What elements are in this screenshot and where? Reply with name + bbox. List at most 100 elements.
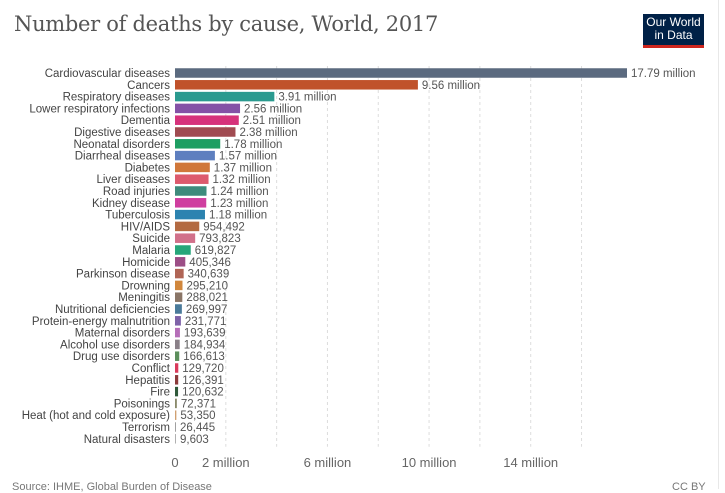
value-label: 1.23 million [210, 198, 268, 210]
bar[interactable] [175, 280, 183, 291]
value-label: 954,492 [203, 221, 245, 233]
value-label: 193,639 [184, 328, 226, 340]
bar[interactable] [175, 410, 177, 420]
value-label: 1.24 million [211, 186, 269, 198]
value-label: 295,210 [187, 280, 229, 292]
category-label: Conflict [132, 363, 171, 375]
category-label: Parkinson disease [76, 269, 170, 281]
bar[interactable] [175, 351, 180, 361]
bar[interactable] [175, 257, 186, 267]
x-tick-label: 10 million [402, 455, 457, 470]
bar[interactable] [175, 245, 191, 255]
category-label: Diabetes [125, 162, 171, 174]
value-label: 72,371 [181, 398, 216, 410]
value-label: 1.78 million [224, 139, 282, 151]
x-tick-label: 14 million [503, 455, 558, 470]
x-tick-label: 6 million [304, 455, 352, 470]
category-label: Cardiovascular diseases [45, 68, 171, 80]
value-label: 53,350 [180, 410, 215, 422]
value-label: 184,934 [184, 339, 226, 351]
chart-title: Number of deaths by cause, World, 2017 [14, 12, 439, 36]
value-label: 269,997 [186, 304, 228, 316]
bar[interactable] [175, 103, 241, 114]
category-label: Road injuries [103, 186, 170, 198]
category-label: Neonatal disorders [73, 139, 170, 151]
bar[interactable] [175, 292, 183, 302]
value-label: 405,346 [189, 257, 231, 269]
value-label: 288,021 [186, 292, 228, 304]
bar[interactable] [175, 398, 177, 409]
bar[interactable] [175, 327, 180, 338]
value-label: 2.56 million [244, 103, 302, 115]
category-label: Diarrheal diseases [75, 151, 170, 163]
source-note[interactable]: Source: IHME, Global Burden of Disease [12, 481, 212, 493]
logo-line2: in Data [654, 28, 693, 42]
category-label: HIV/AIDS [121, 221, 171, 233]
value-label: 2.51 million [243, 115, 301, 127]
x-tick-label: 2 million [202, 455, 250, 470]
category-label: Drowning [121, 280, 170, 292]
category-label: Hepatitis [125, 375, 170, 387]
value-label: 1.32 million [213, 174, 271, 186]
category-label: Natural disasters [84, 434, 171, 446]
category-label: Heat (hot and cold exposure) [22, 410, 170, 422]
bar[interactable] [175, 162, 210, 173]
category-label: Malaria [132, 245, 170, 257]
value-label: 619,827 [195, 245, 237, 257]
bar[interactable] [175, 127, 236, 137]
value-label: 1.37 million [214, 162, 272, 174]
category-label: Suicide [132, 233, 170, 245]
value-label: 3.91 million [278, 92, 336, 104]
value-label: 1.18 million [209, 210, 267, 222]
bar[interactable] [175, 233, 196, 243]
value-label: 1.57 million [219, 151, 277, 163]
category-label: Digestive diseases [74, 127, 170, 139]
bar[interactable] [175, 221, 200, 232]
bar[interactable] [175, 434, 176, 444]
value-label: 120,632 [182, 387, 224, 399]
bar[interactable] [175, 80, 418, 90]
license-link[interactable]: CC BY [672, 481, 706, 493]
bar[interactable] [175, 339, 180, 350]
category-label: Alcohol use disorders [60, 339, 170, 351]
value-label: 129,720 [182, 363, 224, 375]
category-label: Poisonings [114, 398, 171, 410]
bar[interactable] [175, 316, 181, 326]
category-label: Terrorism [122, 422, 170, 434]
bar[interactable] [175, 150, 215, 161]
category-label: Maternal disorders [75, 328, 170, 340]
value-label: 9,603 [180, 434, 209, 446]
category-label: Nutritional deficiencies [55, 304, 170, 316]
owid-logo[interactable]: Our World in Data [643, 14, 704, 48]
category-label: Fire [150, 387, 170, 399]
bar[interactable] [175, 422, 176, 432]
value-label: 17.79 million [631, 68, 696, 80]
category-label: Protein-energy malnutrition [32, 316, 170, 328]
category-label: Dementia [121, 115, 171, 127]
bar[interactable] [175, 91, 275, 102]
bar[interactable] [175, 68, 627, 78]
bar[interactable] [175, 186, 207, 196]
category-label: Drug use disorders [73, 351, 170, 363]
bar[interactable] [175, 174, 209, 184]
category-label: Homicide [122, 257, 170, 269]
bar[interactable] [175, 115, 239, 125]
bar[interactable] [175, 198, 207, 208]
bar[interactable] [175, 209, 205, 220]
value-label: 126,391 [182, 375, 224, 387]
category-label: Liver diseases [96, 174, 170, 186]
bar[interactable] [175, 304, 182, 314]
category-label: Meningitis [118, 292, 170, 304]
x-tick-label: 0 [171, 455, 178, 470]
bar[interactable] [175, 139, 221, 149]
logo-line1: Our World [646, 15, 701, 29]
bar[interactable] [175, 375, 179, 385]
bar[interactable] [175, 268, 184, 279]
value-label: 340,639 [188, 269, 230, 281]
value-label: 231,771 [185, 316, 227, 328]
value-label: 166,613 [183, 351, 225, 363]
bar[interactable] [175, 363, 179, 373]
bar[interactable] [175, 386, 179, 397]
category-label: Lower respiratory infections [29, 103, 170, 115]
